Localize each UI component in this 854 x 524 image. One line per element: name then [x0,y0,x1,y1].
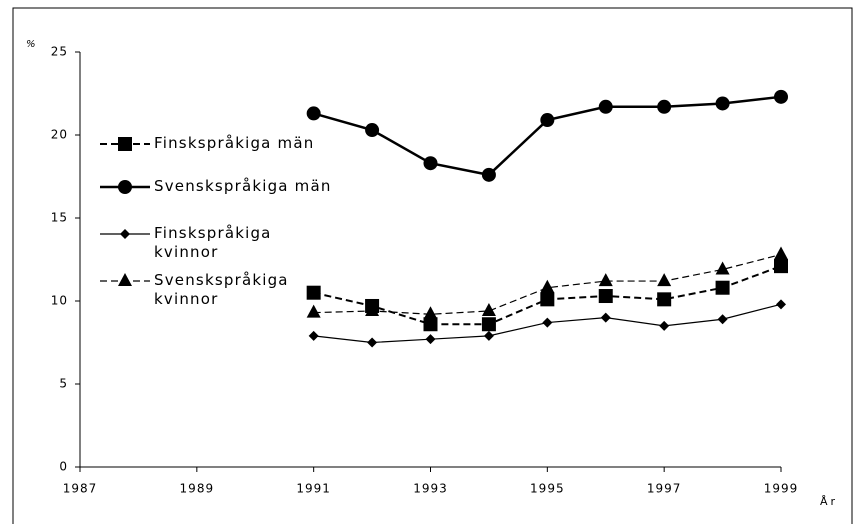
x-tick-label: 1999 [764,482,799,496]
x-tick-label: 1991 [296,482,331,496]
data-point [657,99,672,114]
data-point [481,317,496,332]
x-tick-label: 1995 [530,482,565,496]
data-point [598,99,613,114]
data-point [423,156,438,171]
y-tick-label: 25 [51,45,68,59]
data-point [306,304,321,318]
legend-label: Svenskspråkiga kvinnor [154,271,289,308]
legend-label: Finskspråkiga kvinnor [154,224,272,261]
data-point [715,261,730,275]
data-point [425,334,436,345]
data-point [774,259,788,274]
data-point [481,167,496,182]
data-point [308,330,319,341]
legend-marker [118,180,132,194]
data-point [540,279,555,293]
data-point [598,273,613,287]
x-tick-label: 1987 [63,482,98,496]
data-point [598,289,613,304]
data-point [659,320,670,331]
data-point [540,113,555,128]
legend-marker [118,273,132,286]
data-point [365,302,380,316]
legend-marker [120,229,130,239]
legend-label: Svenskspråkiga män [154,177,332,195]
x-tick-label: 1993 [413,482,448,496]
y-tick-label: 5 [59,377,68,391]
data-point [717,314,728,325]
y-tick-label: 0 [59,460,68,474]
data-point [306,285,321,300]
data-point [776,299,786,310]
frame [12,7,853,524]
data-point [483,330,494,341]
data-point [715,280,730,295]
data-point [657,292,672,307]
data-point [542,317,553,328]
x-tick-label: 1989 [180,482,215,496]
legend-label: Finskspråkiga män [154,134,315,152]
data-point [600,312,611,323]
data-point [423,317,438,332]
y-axis-label: % [26,39,37,50]
x-tick-label: 1997 [647,482,682,496]
data-point [715,96,730,111]
data-point [540,292,555,307]
y-tick-label: 10 [51,294,68,308]
data-point [306,106,321,121]
y-tick-label: 15 [51,211,68,225]
data-point [657,273,672,287]
data-point [774,89,788,104]
legend-marker [118,137,132,151]
y-tick-label: 20 [51,128,68,142]
x-axis-label: År [820,495,838,508]
data-point [481,302,496,316]
data-point [365,123,380,138]
series-line [313,95,782,177]
data-point [774,246,788,260]
data-point [423,306,438,320]
data-point [367,337,378,348]
series-line [313,253,782,315]
